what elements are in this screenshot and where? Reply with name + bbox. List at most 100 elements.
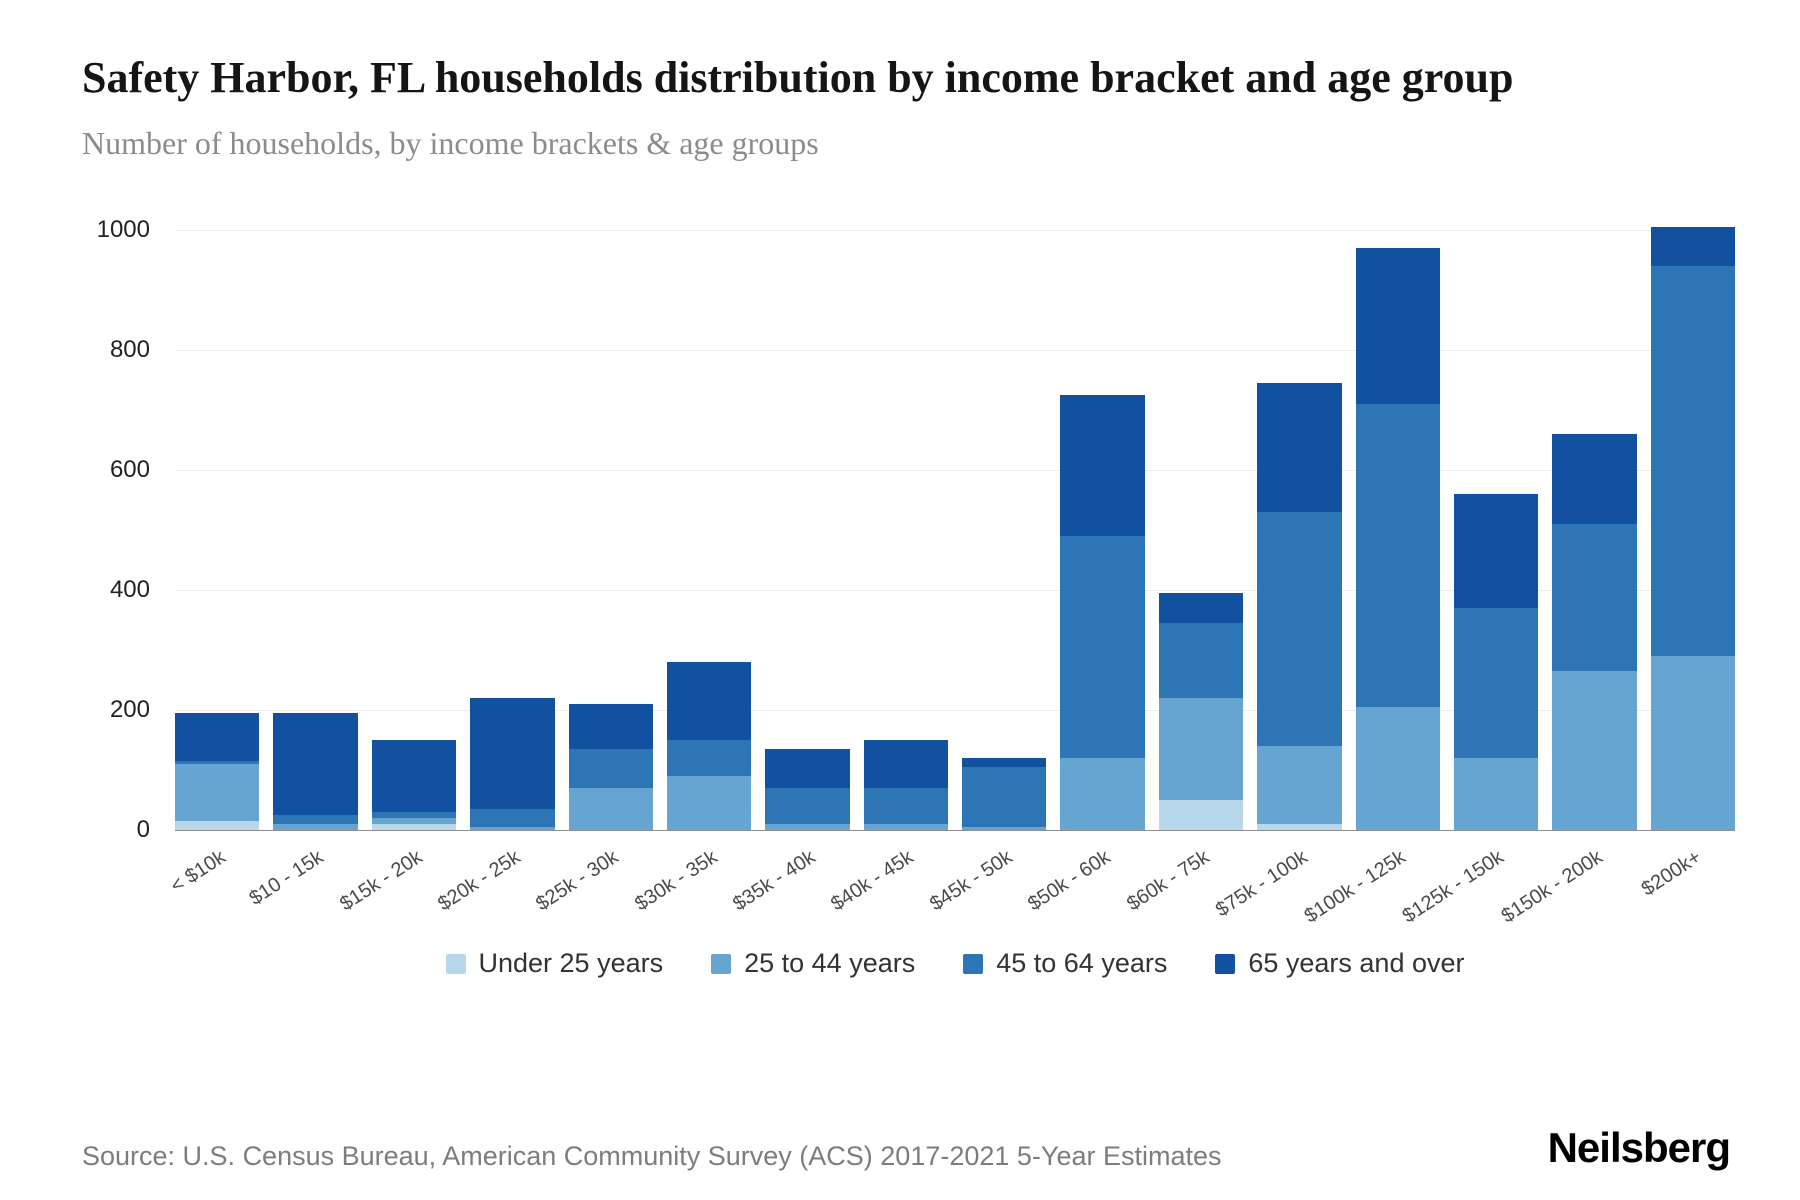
- bar-segment-45-to-64-years[interactable]: [666, 740, 752, 776]
- x-label-col-10k: < $10k: [166, 830, 259, 930]
- bar-segment-45-to-64-years[interactable]: [1257, 512, 1342, 746]
- bar-column-60k-75k: [1158, 230, 1244, 830]
- bar-column-35k-40k: [765, 230, 850, 830]
- plot-area: 0 200 400 600 800 1000: [97, 216, 1735, 843]
- bar-segment-65-years-and-over[interactable]: [1257, 383, 1342, 512]
- y-tick-800: 800: [109, 336, 150, 363]
- bar-segment-65-years-and-over[interactable]: [666, 662, 752, 740]
- bar-60k-75k[interactable]: [1158, 593, 1244, 830]
- legend-swatch-25-to-44-years: [711, 953, 732, 974]
- bar-segment-under-25-years[interactable]: [1257, 824, 1342, 830]
- bar-segment-65-years-and-over[interactable]: [1453, 494, 1539, 608]
- bar-segment-65-years-and-over[interactable]: [1158, 593, 1244, 623]
- bar-segment-45-to-64-years[interactable]: [765, 788, 850, 824]
- bar-segment-25-to-44-years[interactable]: [371, 818, 457, 824]
- bar-segment-under-25-years[interactable]: [371, 824, 457, 830]
- bar-segment-25-to-44-years[interactable]: [1552, 671, 1637, 830]
- bar-75k-100k[interactable]: [1257, 383, 1342, 830]
- bar-segment-45-to-64-years[interactable]: [1060, 536, 1145, 758]
- bar-segment-25-to-44-years[interactable]: [1355, 707, 1440, 830]
- bar-200k[interactable]: [1650, 227, 1735, 830]
- y-tick-200: 200: [109, 696, 150, 723]
- bar-segment-25-to-44-years[interactable]: [175, 764, 260, 821]
- bar-segment-45-to-64-years[interactable]: [273, 815, 358, 824]
- bar-segment-65-years-and-over[interactable]: [863, 740, 948, 788]
- bar-segment-25-to-44-years[interactable]: [470, 827, 555, 830]
- bars-container: [175, 227, 1735, 830]
- gridline-200: [175, 710, 1735, 711]
- bar-segment-65-years-and-over[interactable]: [371, 740, 457, 812]
- bar-segment-45-to-64-years[interactable]: [1650, 266, 1735, 656]
- bar-segment-25-to-44-years[interactable]: [1650, 656, 1735, 830]
- bar-column-10k: [175, 230, 260, 830]
- bar-segment-45-to-64-years[interactable]: [568, 749, 653, 788]
- bar-segment-65-years-and-over[interactable]: [1552, 434, 1637, 524]
- bar-segment-45-to-64-years[interactable]: [371, 812, 457, 818]
- bar-40k-45k[interactable]: [863, 740, 948, 830]
- bar-segment-45-to-64-years[interactable]: [863, 788, 948, 824]
- chart-subtitle: Number of households, by income brackets…: [82, 125, 819, 161]
- bar-segment-65-years-and-over[interactable]: [765, 749, 850, 788]
- bar-segment-45-to-64-years[interactable]: [962, 767, 1047, 827]
- bar-column-200k: [1650, 227, 1735, 830]
- bar-segment-45-to-64-years[interactable]: [470, 809, 555, 827]
- legend-label: Under 25 years: [478, 948, 664, 978]
- legend-item-25-to-44-years[interactable]: 25 to 44 years: [711, 948, 915, 979]
- bar-125k-150k[interactable]: [1453, 494, 1539, 830]
- x-label-col-15k-20k: $15k - 20k: [336, 830, 456, 930]
- bar-column-75k-100k: [1257, 230, 1342, 830]
- bar-segment-under-25-years[interactable]: [175, 821, 260, 830]
- bar-20k-25k[interactable]: [470, 698, 555, 830]
- x-label-col-35k-40k: $35k - 40k: [729, 830, 849, 930]
- bar-segment-45-to-64-years[interactable]: [1158, 623, 1244, 698]
- bar-segment-25-to-44-years[interactable]: [1257, 746, 1342, 824]
- x-label-col-50k-60k: $50k - 60k: [1024, 830, 1144, 930]
- bar-segment-45-to-64-years[interactable]: [1552, 524, 1637, 671]
- bar-segment-25-to-44-years[interactable]: [568, 788, 653, 830]
- bar-segment-45-to-64-years[interactable]: [1453, 608, 1539, 758]
- bar-45k-50k[interactable]: [962, 758, 1047, 830]
- bar-10k[interactable]: [175, 713, 260, 830]
- bar-segment-25-to-44-years[interactable]: [962, 827, 1047, 830]
- bar-segment-65-years-and-over[interactable]: [962, 758, 1047, 767]
- bar-segment-65-years-and-over[interactable]: [568, 704, 653, 749]
- y-tick-1000: 1000: [96, 216, 150, 243]
- y-tick-400: 400: [109, 576, 150, 603]
- bar-column-15k-20k: [371, 230, 457, 830]
- bar-segment-65-years-and-over[interactable]: [1355, 248, 1440, 404]
- legend-label: 25 to 44 years: [744, 948, 916, 978]
- source-text: Source: U.S. Census Bureau, American Com…: [82, 1141, 1222, 1171]
- bar-segment-25-to-44-years[interactable]: [765, 824, 850, 830]
- bar-segment-65-years-and-over[interactable]: [470, 698, 555, 809]
- bar-segment-45-to-64-years[interactable]: [175, 761, 260, 764]
- bar-segment-45-to-64-years[interactable]: [1355, 404, 1440, 707]
- bar-column-125k-150k: [1453, 230, 1539, 830]
- bar-segment-65-years-and-over[interactable]: [273, 713, 358, 815]
- bar-10-15k[interactable]: [273, 713, 358, 830]
- bar-15k-20k[interactable]: [371, 740, 457, 830]
- bar-segment-under-25-years[interactable]: [1158, 800, 1244, 830]
- bar-column-45k-50k: [962, 230, 1047, 830]
- footer: Source: U.S. Census Bureau, American Com…: [82, 1124, 1731, 1172]
- legend-item-65-years-and-over[interactable]: 65 years and over: [1215, 948, 1465, 979]
- bar-100k-125k[interactable]: [1355, 248, 1440, 830]
- bar-30k-35k[interactable]: [666, 662, 752, 830]
- bar-segment-65-years-and-over[interactable]: [1650, 227, 1735, 266]
- bar-segment-25-to-44-years[interactable]: [1060, 758, 1145, 830]
- x-tick-label: < $10k: [166, 846, 230, 898]
- bar-column-40k-45k: [863, 230, 948, 830]
- bar-segment-25-to-44-years[interactable]: [666, 776, 752, 830]
- bar-segment-25-to-44-years[interactable]: [1453, 758, 1539, 830]
- bar-segment-65-years-and-over[interactable]: [1060, 395, 1145, 536]
- bar-segment-25-to-44-years[interactable]: [1158, 698, 1244, 800]
- bar-25k-30k[interactable]: [568, 704, 653, 830]
- bar-segment-25-to-44-years[interactable]: [863, 824, 948, 830]
- bar-50k-60k[interactable]: [1060, 395, 1145, 830]
- bar-segment-65-years-and-over[interactable]: [175, 713, 260, 761]
- bar-35k-40k[interactable]: [765, 749, 850, 830]
- bar-segment-25-to-44-years[interactable]: [273, 824, 358, 830]
- bar-150k-200k[interactable]: [1552, 434, 1637, 830]
- legend-swatch-65-years-and-over: [1215, 953, 1236, 974]
- legend-item-under-25-years[interactable]: Under 25 years: [445, 948, 664, 979]
- legend-item-45-to-64-years[interactable]: 45 to 64 years: [963, 948, 1167, 979]
